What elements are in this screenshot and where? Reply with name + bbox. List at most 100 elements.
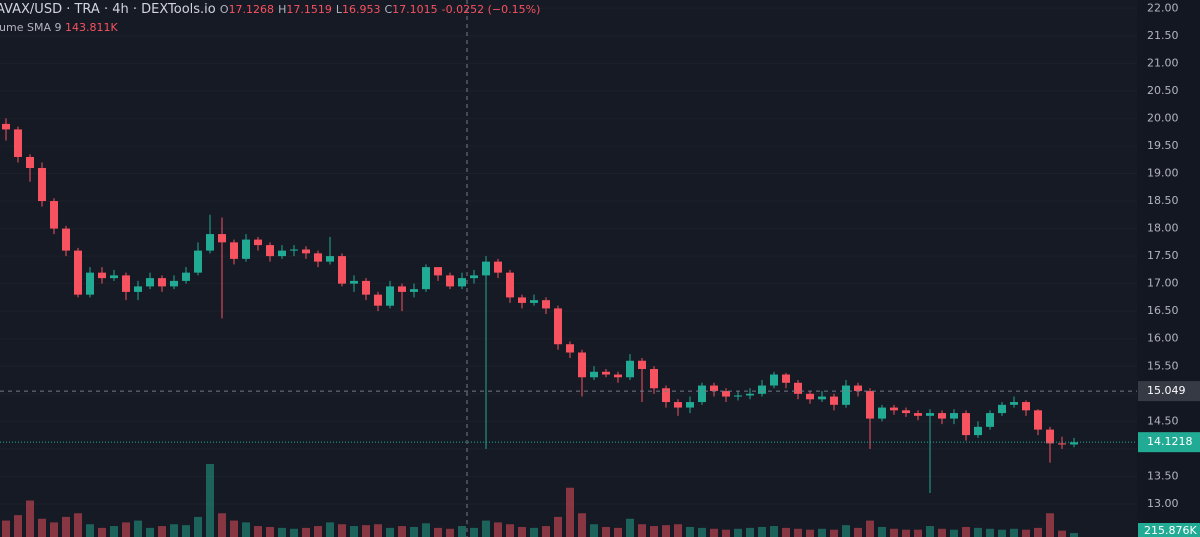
volume-bar [362, 525, 370, 537]
candle-body [890, 407, 898, 411]
candle-body [458, 278, 466, 287]
candle-body [338, 256, 346, 284]
candle-body [758, 385, 766, 394]
candle-body [722, 391, 730, 397]
candle-body [938, 413, 946, 419]
volume-bar [590, 524, 598, 537]
candle-body [1046, 429, 1054, 444]
y-tick-label: 18.00 [1147, 222, 1179, 235]
candle-body [638, 360, 646, 370]
candle-body [926, 413, 934, 416]
candle-body [878, 407, 886, 419]
candle-body [746, 393, 754, 396]
volume-bar [662, 525, 670, 537]
volume-bar [602, 526, 610, 537]
candle-body [662, 388, 670, 403]
candle-body [818, 396, 826, 400]
y-tick-label: 13.00 [1147, 497, 1179, 510]
volume-bar [374, 524, 382, 537]
candle-body [182, 272, 190, 281]
candle-body [194, 250, 202, 273]
candle-body [170, 280, 178, 287]
y-tick-label: 21.00 [1147, 56, 1179, 69]
volume-bar [854, 527, 862, 537]
volume-bar [890, 528, 898, 537]
volume-bar [974, 527, 982, 537]
candle-body [974, 426, 982, 436]
volume-bar [842, 525, 850, 537]
volume-bar [422, 523, 430, 537]
volume-bar [182, 525, 190, 537]
y-tick-label: 19.00 [1147, 166, 1179, 179]
volume-title[interactable]: lume SMA 9 [0, 21, 62, 34]
candle-body [122, 275, 130, 292]
volume-bar [578, 513, 586, 537]
volume-bar [806, 529, 814, 537]
candle-body [206, 234, 214, 251]
volume-bar [1010, 528, 1018, 537]
volume-bar [830, 529, 838, 537]
y-tick-label: 20.50 [1147, 84, 1179, 97]
volume-bar [98, 527, 106, 537]
volume-bar [950, 529, 958, 537]
candle-body [686, 402, 694, 408]
volume-bar [146, 527, 154, 537]
ohlc-text: O [219, 3, 229, 16]
candle-body [254, 239, 262, 246]
volume-bar [2, 520, 10, 537]
crosshair-label-bg [1138, 381, 1200, 402]
price-panel [1137, 0, 1200, 537]
candle-body [614, 374, 622, 378]
candle-body [530, 300, 538, 303]
candle-body [1034, 410, 1042, 430]
candle-body [386, 286, 394, 306]
volume-bar [134, 520, 142, 537]
ohlc-text: 17.1519 [286, 3, 332, 16]
candle-body [2, 123, 10, 130]
ohlc-text: -0.0252 (−0.15%) [441, 3, 541, 16]
candle-body [422, 267, 430, 290]
candle-body [362, 280, 370, 295]
volume-bar [518, 526, 526, 537]
candle-body [326, 256, 334, 262]
symbol[interactable]: AVAX/USD · TRA · 4h · DEXTools.io [0, 2, 216, 17]
volume-bar [254, 526, 262, 537]
candle-body [542, 300, 550, 309]
candle-body [146, 278, 154, 287]
ohlc: O17.1268 H17.1519 L16.953 C17.1015 -0.0252 (… [220, 2, 544, 17]
y-tick-label: 15.50 [1147, 359, 1179, 372]
volume-bar [230, 520, 238, 537]
y-tick-label: 17.00 [1147, 277, 1179, 290]
volume-bar [698, 527, 706, 537]
volume-bar [782, 527, 790, 537]
volume-bar [998, 529, 1006, 537]
volume-bar [818, 528, 826, 537]
volume-bar [650, 526, 658, 537]
volume-bar [722, 529, 730, 537]
volume-bar [494, 522, 502, 537]
y-tick-label: 22.00 [1147, 1, 1179, 14]
volume-sma: 143.811K [65, 21, 118, 34]
candle-body [998, 404, 1006, 414]
candle-body [1070, 442, 1078, 445]
candle-body [14, 129, 22, 157]
volume-bar [1046, 513, 1054, 537]
candle-body [794, 382, 802, 394]
candle-body [1010, 402, 1018, 405]
candle-body [506, 272, 514, 298]
candle-body [734, 395, 742, 397]
y-tick-label: 14.50 [1147, 414, 1179, 427]
candle-body [1058, 443, 1066, 445]
y-tick-label: 19.50 [1147, 139, 1179, 152]
volume-bar [866, 520, 874, 537]
candle-body [398, 286, 406, 292]
volume-bar [542, 526, 550, 537]
volume-bar [302, 527, 310, 537]
candle-body [50, 201, 58, 229]
volume-bar [1070, 533, 1078, 537]
volume-bar [158, 526, 166, 537]
y-tick-label: 16.00 [1147, 332, 1179, 345]
volume-bar [62, 516, 70, 537]
candle-body [770, 374, 778, 386]
candle-body [698, 385, 706, 403]
